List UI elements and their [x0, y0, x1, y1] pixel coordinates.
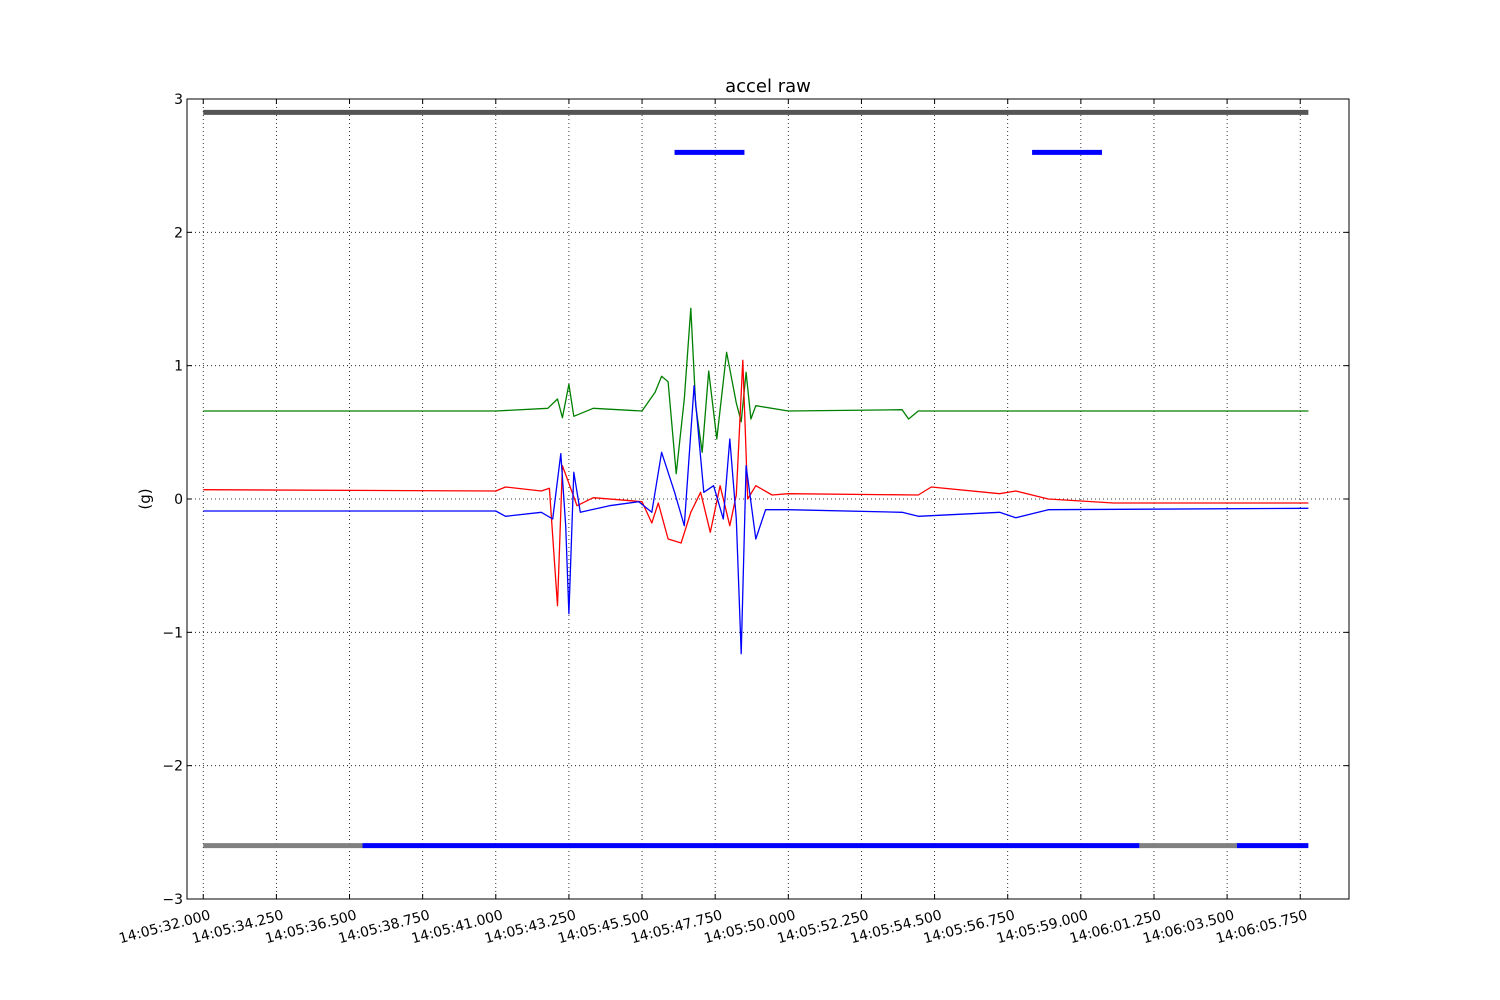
y-tick-label: 0 — [174, 492, 183, 508]
y-tick-label: −2 — [162, 759, 183, 775]
y-tick-label: 3 — [174, 92, 183, 108]
series-line-1 — [203, 359, 1309, 607]
y-tick-label: −3 — [162, 892, 183, 908]
chart-title: accel raw — [725, 76, 811, 97]
y-tick-label: 2 — [174, 225, 183, 241]
y-tick-label: 1 — [174, 359, 183, 375]
y-tick-label: −1 — [162, 625, 183, 641]
series-line-2 — [203, 385, 1309, 655]
grid — [187, 99, 1349, 899]
series — [203, 307, 1309, 655]
ticks: 14:05:32.00014:05:34.25014:05:36.50014:0… — [117, 92, 1349, 947]
series-line-0 — [203, 307, 1309, 475]
y-axis-label: (g) — [136, 488, 154, 509]
bands — [203, 109, 1309, 849]
